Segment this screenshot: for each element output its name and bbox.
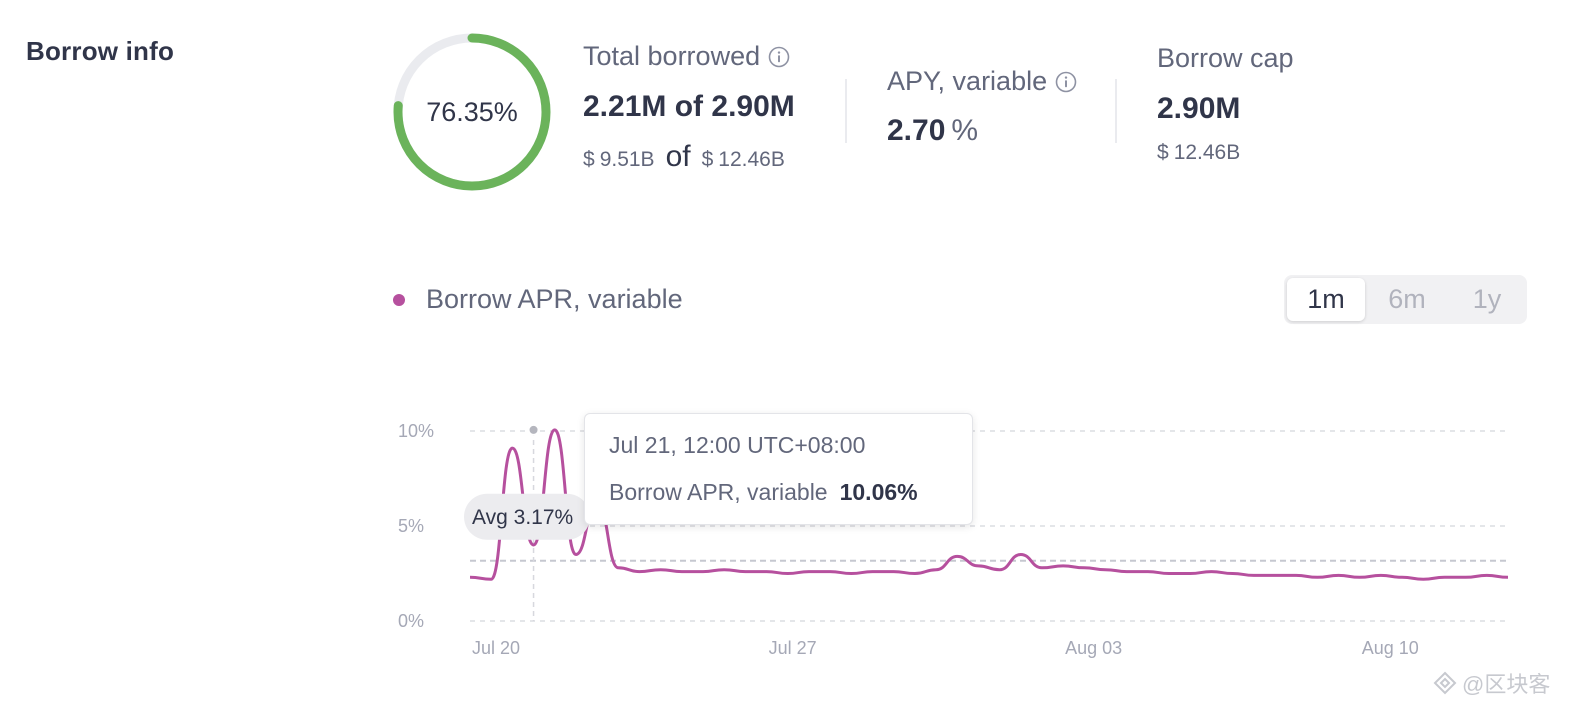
borrow-cap-value: 2.90M — [1157, 92, 1241, 125]
borrow-cap-usd-value: 12.46B — [1173, 141, 1241, 164]
utilization-percent: 76.35% — [426, 96, 518, 127]
x-tick-label: Jul 27 — [769, 638, 817, 658]
usd-symbol: $ — [701, 148, 714, 171]
tooltip-value: 10.06% — [839, 479, 918, 505]
borrow-cap-usd: $ 12.46B — [1157, 141, 1240, 165]
x-tick-label: Aug 03 — [1065, 638, 1122, 658]
usd-symbol: $ — [583, 148, 595, 171]
legend-dot — [393, 294, 405, 306]
timeframe-1m-button[interactable]: 1m — [1287, 278, 1365, 321]
tooltip-row: Borrow APR, variable 10.06% — [609, 479, 918, 506]
y-tick-label: 5% — [398, 516, 424, 536]
timeframe-1y-button[interactable]: 1y — [1472, 284, 1502, 314]
average-label: Avg 3.17% — [464, 493, 590, 540]
total-borrowed-label-row: Total borrowed — [583, 41, 790, 72]
average-pill — [464, 493, 590, 540]
utilization-ring-graphic — [393, 33, 551, 191]
apy-label-row: APY, variable — [887, 66, 1077, 97]
usd-symbol: $ — [1157, 141, 1169, 164]
info-icon[interactable] — [768, 46, 790, 68]
x-tick-label: Aug 10 — [1362, 638, 1419, 658]
total-borrowed-cap: 2.90M — [711, 90, 795, 123]
total-borrowed-usd: $ 9.51B of $ 12.46B — [583, 140, 785, 174]
apy-value: 2.70 — [887, 114, 946, 147]
utilization-ring: 76.35% — [389, 29, 555, 195]
timeframe-selector: 1m 6m 1y — [1284, 275, 1527, 324]
chart-tooltip: Jul 21, 12:00 UTC+08:00 Borrow APR, vari… — [584, 413, 973, 525]
watermark: @区块客 — [1432, 667, 1550, 699]
usd-of-word: of — [665, 140, 691, 173]
tooltip-series: Borrow APR, variable — [609, 479, 828, 505]
of-word: of — [674, 90, 704, 123]
x-tick-label: Jul 20 — [472, 638, 520, 658]
timeframe-6m-button[interactable]: 6m — [1388, 284, 1426, 314]
legend-label: Borrow APR, variable — [426, 284, 683, 314]
total-borrowed-value: 2.21M of 2.90M — [583, 90, 795, 124]
borrow-cap-label: Borrow cap — [1157, 43, 1294, 73]
apy-label: APY, variable — [887, 66, 1048, 96]
series-line — [469, 428, 1509, 581]
section-title: Borrow info — [26, 36, 175, 66]
total-borrowed-usd-cap: 12.46B — [718, 148, 785, 171]
info-icon[interactable] — [1055, 71, 1077, 93]
average-label-text: Avg 3.17% — [472, 506, 573, 529]
apy-value-row: 2.70% — [887, 114, 978, 148]
divider — [845, 79, 847, 143]
watermark-text: @区块客 — [1462, 672, 1551, 697]
total-borrowed-label: Total borrowed — [583, 41, 761, 71]
watermark-logo-icon — [1433, 671, 1457, 695]
percent-symbol: % — [951, 114, 979, 147]
total-borrowed-amount: 2.21M — [583, 90, 667, 123]
highlight-point — [527, 423, 540, 436]
tooltip-date: Jul 21, 12:00 UTC+08:00 — [609, 432, 866, 458]
divider — [1115, 79, 1117, 143]
y-tick-label: 0% — [398, 611, 424, 631]
y-tick-label: 10% — [398, 421, 434, 441]
total-borrowed-usd-amount: 9.51B — [599, 148, 655, 171]
